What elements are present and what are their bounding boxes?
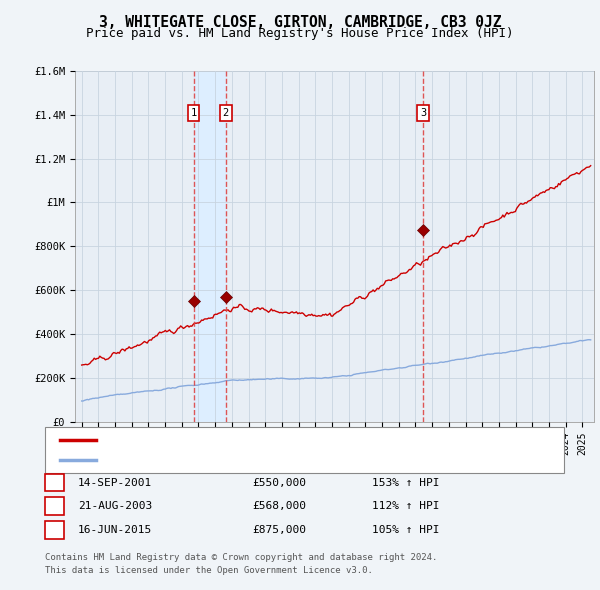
Bar bbox=[194, 71, 226, 422]
Text: 1: 1 bbox=[191, 108, 197, 118]
Text: This data is licensed under the Open Government Licence v3.0.: This data is licensed under the Open Gov… bbox=[45, 566, 373, 575]
Text: 16-JUN-2015: 16-JUN-2015 bbox=[78, 525, 152, 535]
Text: 21-AUG-2003: 21-AUG-2003 bbox=[78, 502, 152, 511]
Text: 2: 2 bbox=[51, 502, 58, 511]
Text: 1: 1 bbox=[51, 478, 58, 487]
Text: 3, WHITEGATE CLOSE, GIRTON, CAMBRIDGE, CB3 0JZ: 3, WHITEGATE CLOSE, GIRTON, CAMBRIDGE, C… bbox=[99, 15, 501, 30]
Text: Price paid vs. HM Land Registry's House Price Index (HPI): Price paid vs. HM Land Registry's House … bbox=[86, 27, 514, 40]
Text: HPI: Average price, detached house, South Cambridgeshire: HPI: Average price, detached house, Sout… bbox=[103, 455, 453, 465]
Text: £550,000: £550,000 bbox=[252, 478, 306, 487]
Text: 112% ↑ HPI: 112% ↑ HPI bbox=[372, 502, 439, 511]
Text: 3: 3 bbox=[420, 108, 426, 118]
Text: Contains HM Land Registry data © Crown copyright and database right 2024.: Contains HM Land Registry data © Crown c… bbox=[45, 553, 437, 562]
Text: 14-SEP-2001: 14-SEP-2001 bbox=[78, 478, 152, 487]
Text: £568,000: £568,000 bbox=[252, 502, 306, 511]
Text: 153% ↑ HPI: 153% ↑ HPI bbox=[372, 478, 439, 487]
Text: 2: 2 bbox=[223, 108, 229, 118]
Text: £875,000: £875,000 bbox=[252, 525, 306, 535]
Text: 3: 3 bbox=[51, 525, 58, 535]
Text: 3, WHITEGATE CLOSE, GIRTON, CAMBRIDGE, CB3 0JZ (detached house): 3, WHITEGATE CLOSE, GIRTON, CAMBRIDGE, C… bbox=[103, 435, 497, 445]
Text: 105% ↑ HPI: 105% ↑ HPI bbox=[372, 525, 439, 535]
